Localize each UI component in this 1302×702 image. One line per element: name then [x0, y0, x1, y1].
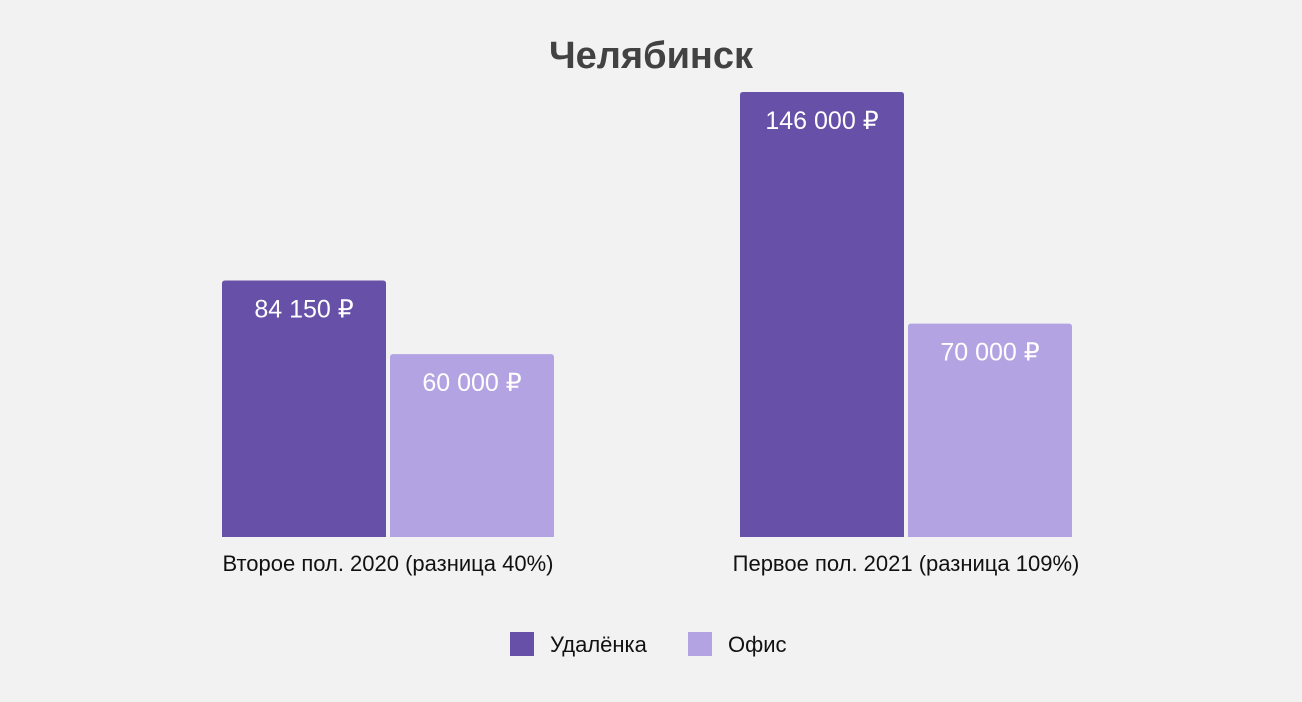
bar-remote-0 [222, 280, 386, 537]
bar-remote-1 [740, 92, 904, 537]
bar-office-0 [390, 354, 554, 537]
category-label: Второе пол. 2020 (разница 40%) [223, 551, 554, 576]
category-label: Первое пол. 2021 (разница 109%) [733, 551, 1080, 576]
bar-office-1 [908, 323, 1072, 537]
legend-label: Офис [728, 632, 787, 657]
legend-swatch [688, 632, 712, 656]
bar-value-label: 84 150 ₽ [254, 296, 353, 324]
legend-swatch [510, 632, 534, 656]
bar-value-label: 60 000 ₽ [422, 369, 521, 397]
chart-title: Челябинск [549, 35, 754, 77]
legend-label: Удалёнка [550, 632, 648, 657]
legend: Удалёнка Офис [510, 632, 787, 657]
bars-group: 84 150 ₽ 60 000 ₽ 146 000 ₽ 70 000 ₽ [222, 92, 1072, 537]
bar-value-label: 70 000 ₽ [940, 339, 1039, 367]
category-labels-group: Второе пол. 2020 (разница 40%) Первое пол… [223, 551, 1080, 576]
bar-value-label: 146 000 ₽ [765, 107, 878, 135]
